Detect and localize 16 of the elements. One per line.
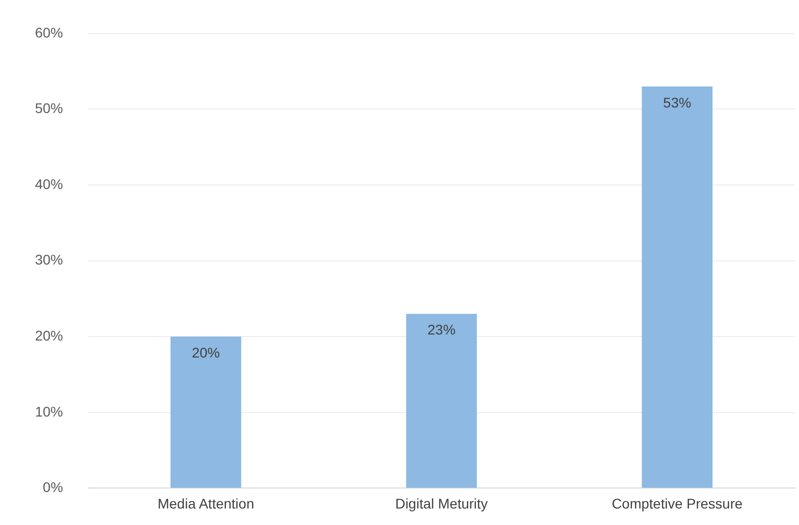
y-tick-label: 30% bbox=[34, 252, 64, 268]
y-tick-label: 10% bbox=[34, 403, 64, 420]
y-tick-label: 50% bbox=[34, 100, 64, 116]
bar bbox=[642, 86, 713, 488]
x-tick-label: Digital Meturity bbox=[395, 495, 488, 512]
y-tick-label: 40% bbox=[34, 176, 64, 192]
x-tick-label: Comptetive Pressure bbox=[612, 495, 743, 512]
data-label: 53% bbox=[663, 94, 692, 110]
bar bbox=[406, 314, 477, 488]
y-tick-label: 60% bbox=[34, 24, 64, 40]
x-tick-label: Media Attention bbox=[158, 495, 254, 512]
bar bbox=[170, 336, 242, 488]
y-tick-label: 20% bbox=[34, 327, 64, 344]
data-label: 23% bbox=[427, 322, 456, 338]
y-tick-label: 0% bbox=[42, 479, 64, 496]
data-label: 20% bbox=[192, 344, 220, 360]
